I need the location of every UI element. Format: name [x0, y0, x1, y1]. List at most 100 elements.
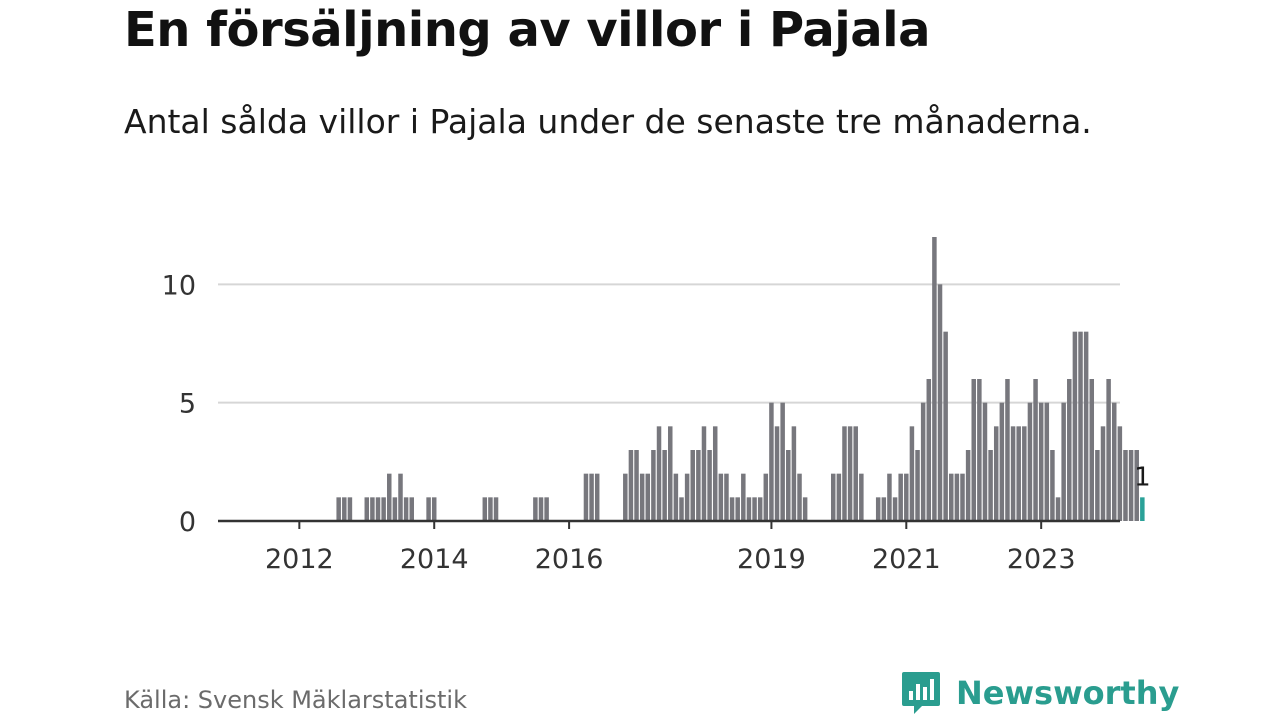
last-value-label: 1 — [1134, 462, 1151, 492]
bar — [875, 497, 881, 521]
bar — [398, 473, 403, 521]
bar — [381, 497, 386, 521]
bar — [1100, 426, 1106, 521]
bar — [971, 379, 976, 521]
bar — [482, 497, 488, 521]
bar — [791, 426, 797, 521]
bar — [1134, 450, 1139, 521]
bar — [915, 450, 920, 521]
bar — [409, 497, 414, 521]
bar — [892, 497, 898, 521]
bar — [977, 379, 982, 521]
bar — [718, 473, 724, 521]
bar — [623, 473, 628, 521]
bar — [926, 379, 932, 521]
bar — [842, 426, 847, 521]
bar — [1117, 426, 1123, 521]
bar — [1123, 450, 1128, 521]
bar — [830, 473, 836, 521]
x-tick-label: 2021 — [872, 544, 941, 575]
bar — [651, 450, 656, 521]
brand-logo[interactable]: Newsworthy — [900, 670, 1179, 716]
bar — [898, 473, 903, 521]
bar — [1083, 331, 1089, 521]
bar — [735, 497, 740, 521]
bar — [1067, 379, 1072, 521]
x-tick-label: 2019 — [737, 544, 806, 575]
bar — [774, 426, 780, 521]
bar — [538, 497, 544, 521]
bar — [701, 426, 707, 521]
bar — [1089, 379, 1095, 521]
grid-lines — [218, 283, 1120, 404]
bar — [696, 450, 701, 521]
bar — [1005, 379, 1010, 521]
bar — [1022, 426, 1027, 521]
bar — [1095, 450, 1100, 521]
bar — [1038, 402, 1044, 521]
bar — [1061, 402, 1066, 521]
bar — [741, 473, 746, 521]
bar — [673, 473, 679, 521]
bar — [993, 426, 999, 521]
bar — [1016, 426, 1021, 521]
bar — [943, 331, 948, 521]
bar — [802, 497, 808, 521]
chart-subtitle: Antal sålda villor i Pajala under de sen… — [124, 102, 1092, 141]
newsworthy-logo-icon — [902, 672, 940, 714]
bar-latest — [1140, 497, 1145, 521]
bar — [639, 473, 645, 521]
bar — [949, 473, 954, 521]
bar — [533, 497, 538, 521]
bar — [628, 450, 634, 521]
brand-name: Newsworthy — [956, 674, 1180, 712]
bar — [1050, 450, 1055, 521]
bar — [965, 450, 971, 521]
bar — [336, 497, 341, 521]
bar — [1055, 497, 1061, 521]
bar — [684, 473, 690, 521]
bar — [769, 402, 774, 521]
bar — [662, 450, 667, 521]
bar — [1010, 426, 1016, 521]
bar — [544, 497, 549, 521]
bar — [1033, 379, 1038, 521]
y-tick-label: 0 — [179, 507, 196, 538]
x-tick-label: 2014 — [400, 544, 469, 575]
bar — [1072, 331, 1078, 521]
bar — [370, 497, 375, 521]
bar — [712, 426, 718, 521]
bar — [724, 473, 729, 521]
bar — [707, 450, 712, 521]
bar — [982, 402, 988, 521]
bar — [853, 426, 858, 521]
bar — [1027, 402, 1033, 521]
bar — [589, 473, 594, 521]
bar — [909, 426, 915, 521]
bar — [746, 497, 752, 521]
bar — [954, 473, 960, 521]
source-note: Källa: Svensk Mäklarstatistik — [124, 686, 467, 714]
bar — [426, 497, 431, 521]
bar — [937, 284, 943, 521]
bar — [763, 473, 769, 521]
bar-series — [336, 237, 1145, 521]
bar — [999, 402, 1005, 521]
x-tick-label: 2012 — [265, 544, 334, 575]
bar — [375, 497, 381, 521]
bar — [932, 237, 937, 521]
bar — [1128, 450, 1134, 521]
bar — [1106, 379, 1111, 521]
bar — [1044, 402, 1050, 521]
bar — [342, 497, 347, 521]
bar — [904, 473, 909, 521]
bar — [887, 473, 892, 521]
bar — [583, 473, 589, 521]
bar — [988, 450, 993, 521]
chart-title: En försäljning av villor i Pajala — [124, 2, 930, 58]
bar — [920, 402, 926, 521]
bar — [786, 450, 791, 521]
tick-labels: 0 5 10 1 2012 2014 2016 2019 2021 2023 — [162, 270, 1151, 575]
bar — [690, 450, 695, 521]
bar — [780, 402, 785, 521]
